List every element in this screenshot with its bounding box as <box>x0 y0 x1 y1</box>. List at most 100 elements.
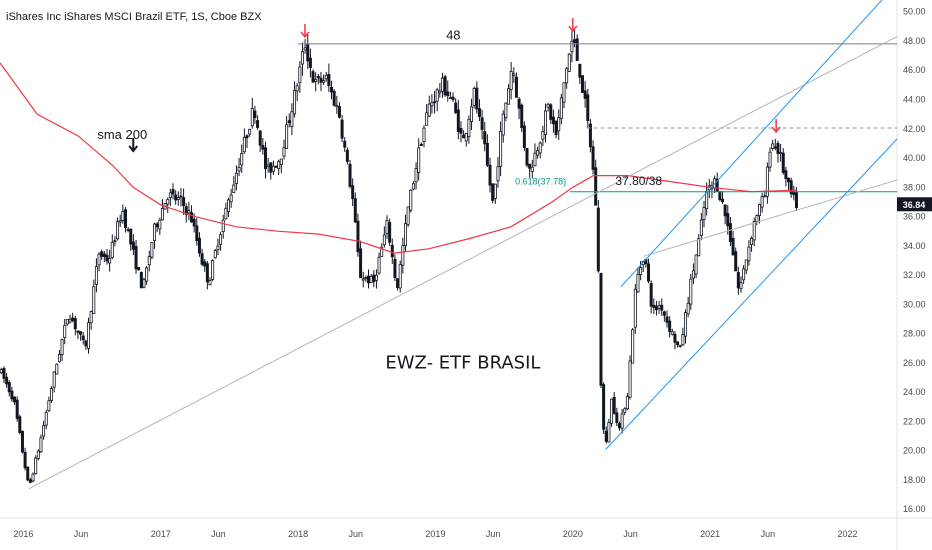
candle-body <box>166 199 170 205</box>
candle-body <box>438 90 442 94</box>
candle-body <box>480 117 484 130</box>
candle-body <box>287 120 291 124</box>
candle-body <box>668 320 672 332</box>
candle-body <box>522 125 526 149</box>
candle-body <box>625 396 629 410</box>
y-tick-label: 42.00 <box>903 124 926 134</box>
candle-body <box>488 164 492 186</box>
sma-200-label: sma 200 <box>97 127 147 142</box>
candle-body <box>330 86 334 93</box>
candle-body <box>499 130 503 167</box>
candle-body <box>433 101 437 104</box>
y-tick-label: 26.00 <box>903 358 926 368</box>
candle-body <box>351 185 355 200</box>
candle-body <box>417 147 421 173</box>
candle-body <box>52 371 56 388</box>
candle-body <box>356 220 360 253</box>
target-37-80-38-label: 37.80/38 <box>615 174 662 188</box>
candle-body <box>240 153 244 166</box>
candle-body <box>160 208 164 221</box>
candle-body <box>448 97 452 100</box>
candle-body <box>517 98 521 109</box>
y-tick-label: 34.00 <box>903 241 926 251</box>
candle-body <box>755 215 759 222</box>
x-tick-label: Jun <box>486 529 501 539</box>
candle-body <box>615 412 619 423</box>
candle-body <box>13 396 17 403</box>
candle-body <box>419 143 423 146</box>
candle-body <box>102 253 106 258</box>
candle-body <box>184 206 188 215</box>
x-tick-label: 2017 <box>151 529 171 539</box>
candle-body <box>245 135 249 139</box>
candle-body <box>324 75 328 80</box>
candle-body <box>736 272 740 289</box>
candle-body <box>504 102 508 119</box>
candle-body <box>673 333 677 343</box>
candle-body <box>277 161 281 169</box>
candle-body <box>684 312 688 337</box>
candle-body <box>248 129 252 135</box>
y-tick-label: 24.00 <box>903 387 926 397</box>
candle-body <box>779 152 783 154</box>
candle-body <box>57 353 61 363</box>
x-tick-label: Jun <box>349 529 364 539</box>
candle-body <box>176 197 180 200</box>
candle-body <box>686 302 690 315</box>
candle-body <box>295 85 299 92</box>
candle-body <box>364 277 368 279</box>
candle-body <box>462 134 466 139</box>
candle-body <box>720 198 724 203</box>
candle-body <box>76 330 80 333</box>
candle-body <box>121 211 125 221</box>
candle-body <box>514 76 518 98</box>
candle-body <box>773 146 777 149</box>
candle-body <box>94 266 98 285</box>
candle-body <box>84 340 88 347</box>
candle-body <box>794 192 798 208</box>
candle-body <box>491 183 495 201</box>
candle-body <box>290 111 294 128</box>
candle-body <box>311 71 315 83</box>
candle-body <box>662 311 666 316</box>
candle-body <box>760 196 764 208</box>
candle-body <box>219 234 223 245</box>
candle-body <box>565 68 569 84</box>
candle-body <box>633 288 637 328</box>
candle-body <box>425 112 429 126</box>
candle-body <box>670 331 674 335</box>
candle-body <box>422 127 426 143</box>
candle-body <box>612 396 616 414</box>
candle-body <box>39 437 43 453</box>
candle-body <box>385 220 389 234</box>
candle-body <box>551 116 555 125</box>
candle-body <box>594 167 598 206</box>
candle-body <box>718 191 722 201</box>
candle-body <box>393 258 397 279</box>
candle-body <box>784 170 788 180</box>
candle-body <box>31 473 35 482</box>
candle-body <box>699 219 703 236</box>
chart-header-title: iShares Inc iShares MSCI Brazil ETF, 1S,… <box>6 11 262 23</box>
candle-body <box>20 430 24 453</box>
candle-body <box>520 104 524 128</box>
y-tick-label: 48.00 <box>903 36 926 46</box>
candle-body <box>652 304 656 308</box>
candle-body <box>702 206 706 220</box>
candle-body <box>129 228 133 245</box>
candle-body <box>599 272 603 386</box>
candle-body <box>153 223 157 241</box>
candle-body <box>150 242 154 258</box>
candle-body <box>728 223 732 242</box>
candle-body <box>507 88 511 105</box>
candles <box>0 29 798 484</box>
candle-body <box>731 237 735 256</box>
candle-body <box>110 242 114 258</box>
candle-body <box>734 251 738 272</box>
x-tick-label: 2018 <box>288 529 308 539</box>
candle-body <box>536 150 540 156</box>
candle-body <box>282 147 286 157</box>
y-tick-label: 32.00 <box>903 270 926 280</box>
candle-body <box>554 120 558 136</box>
